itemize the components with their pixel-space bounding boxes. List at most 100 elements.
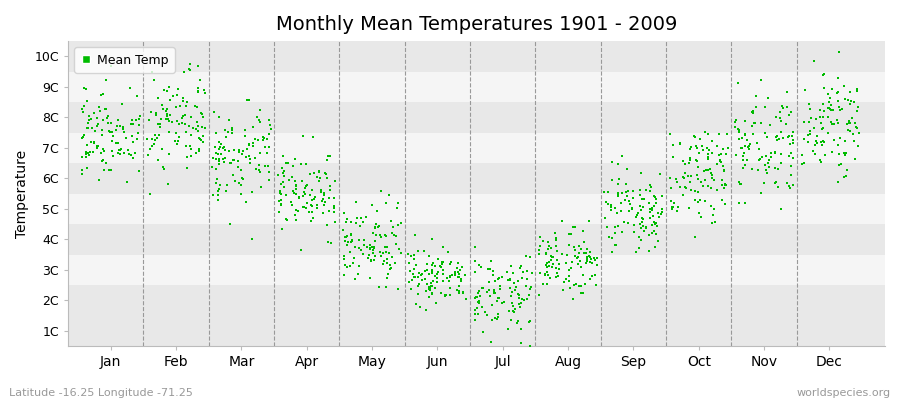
Point	[75, 166, 89, 173]
Point	[572, 283, 587, 289]
Point	[305, 209, 320, 215]
Point	[422, 284, 436, 290]
Point	[525, 270, 539, 276]
Point	[510, 317, 525, 324]
Point	[692, 150, 706, 156]
Bar	[68, 163, 885, 194]
Point	[87, 110, 102, 116]
Point	[707, 176, 722, 183]
Point	[837, 83, 851, 89]
Point	[288, 178, 302, 184]
Point	[851, 130, 866, 136]
Point	[220, 188, 234, 194]
Point	[367, 257, 382, 263]
Point	[317, 202, 331, 208]
Point	[351, 271, 365, 278]
Point	[774, 160, 788, 166]
Point	[311, 169, 326, 175]
Point	[176, 98, 190, 105]
Point	[494, 274, 508, 280]
Point	[846, 138, 860, 144]
Point	[338, 219, 353, 225]
Point	[453, 266, 467, 273]
Point	[256, 137, 270, 143]
Point	[566, 296, 580, 302]
Point	[580, 245, 594, 252]
Point	[191, 62, 205, 69]
Point	[663, 198, 678, 204]
Point	[545, 260, 560, 267]
Point	[373, 248, 387, 255]
Point	[611, 160, 625, 167]
Point	[815, 138, 830, 144]
Point	[320, 222, 334, 228]
Point	[340, 264, 355, 270]
Point	[670, 179, 684, 186]
Point	[145, 136, 159, 142]
Point	[316, 196, 330, 202]
Point	[807, 58, 822, 65]
Point	[635, 196, 650, 202]
Point	[401, 260, 416, 266]
Point	[353, 223, 367, 229]
Point	[180, 99, 194, 105]
Point	[315, 198, 329, 204]
Point	[806, 125, 821, 132]
Point	[355, 246, 369, 253]
Point	[683, 146, 698, 152]
Point	[94, 150, 108, 156]
Point	[666, 154, 680, 160]
Point	[343, 249, 357, 255]
Point	[581, 218, 596, 224]
Point	[225, 126, 239, 133]
Point	[487, 288, 501, 294]
Point	[436, 270, 451, 277]
Point	[648, 244, 662, 250]
Point	[549, 243, 563, 250]
Point	[253, 107, 267, 113]
Point	[615, 229, 629, 236]
Point	[782, 140, 796, 147]
Point	[418, 248, 432, 254]
Point	[706, 206, 721, 212]
Point	[626, 206, 640, 213]
Point	[728, 118, 742, 125]
Point	[773, 108, 788, 115]
Point	[298, 184, 312, 191]
Point	[159, 115, 174, 122]
Point	[689, 157, 704, 164]
Point	[780, 104, 795, 110]
Point	[81, 150, 95, 156]
Point	[638, 187, 652, 194]
Point	[544, 253, 558, 260]
Point	[300, 200, 314, 206]
Point	[564, 259, 579, 265]
Point	[238, 198, 253, 205]
Point	[328, 195, 342, 201]
Point	[274, 226, 289, 232]
Point	[242, 142, 256, 148]
Point	[824, 102, 838, 108]
Point	[256, 134, 270, 140]
Point	[166, 93, 181, 99]
Point	[327, 205, 341, 211]
Point	[536, 238, 550, 245]
Point	[317, 189, 331, 196]
Point	[717, 201, 732, 208]
Point	[347, 244, 362, 251]
Point	[816, 108, 831, 114]
Point	[688, 234, 703, 240]
Point	[84, 138, 98, 145]
Point	[155, 102, 169, 108]
Point	[422, 286, 436, 293]
Point	[192, 146, 206, 152]
Point	[246, 140, 260, 146]
Point	[205, 155, 220, 161]
Point	[95, 158, 110, 164]
Point	[380, 275, 394, 282]
Point	[757, 180, 771, 186]
Point	[121, 146, 135, 153]
Point	[501, 277, 516, 284]
Point	[435, 258, 449, 265]
Point	[423, 286, 437, 293]
